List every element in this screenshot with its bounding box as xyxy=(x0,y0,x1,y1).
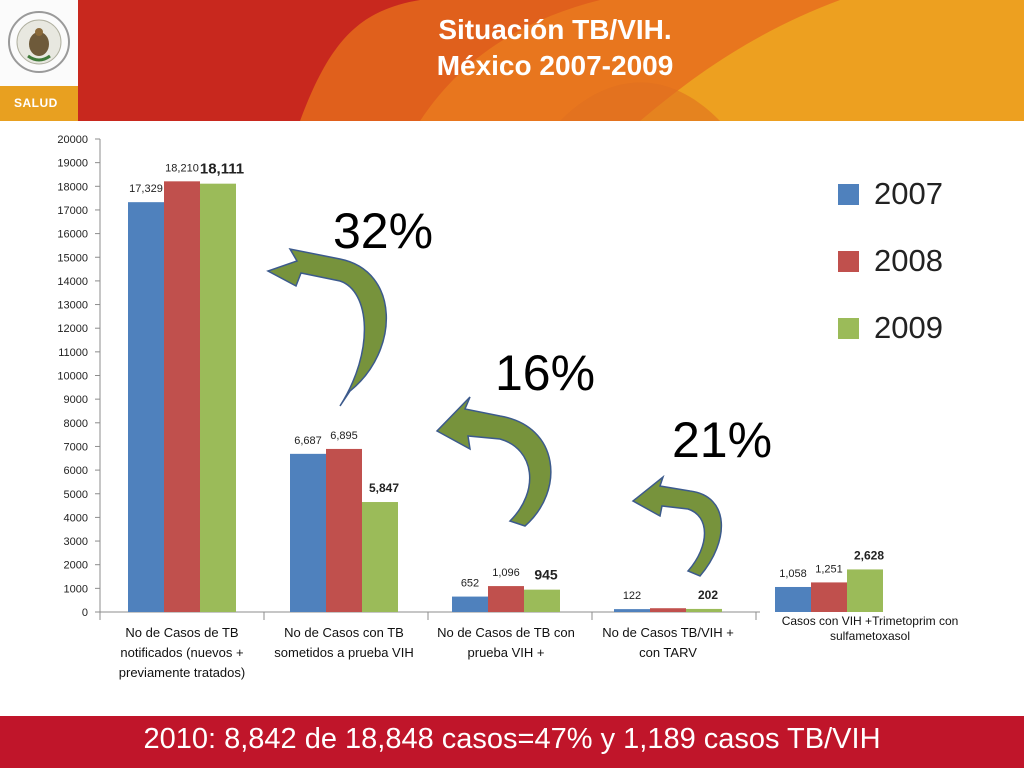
y-tick-label: 3000 xyxy=(64,536,88,548)
y-tick-label: 14000 xyxy=(57,276,88,288)
percentage-annotation: 21% xyxy=(672,412,772,468)
data-label: 202 xyxy=(698,588,718,602)
bar-2007-3 xyxy=(614,609,650,612)
data-label: 6,895 xyxy=(330,430,358,442)
y-tick-label: 20000 xyxy=(57,134,88,146)
y-tick-label: 7000 xyxy=(64,441,88,453)
y-tick-label: 18000 xyxy=(57,181,88,193)
y-tick-label: 8000 xyxy=(64,418,88,430)
y-tick-label: 17000 xyxy=(57,205,88,217)
y-tick-label: 6000 xyxy=(64,465,88,477)
data-label: 652 xyxy=(461,578,479,590)
curved-arrow-icon xyxy=(631,474,722,577)
data-label: 5,847 xyxy=(369,481,399,495)
chart-annotations: 32% 16% 21% xyxy=(333,203,772,468)
category-label: sometidos a prueba VIH xyxy=(274,645,413,660)
title-line-2: México 2007-2009 xyxy=(436,50,674,81)
bar-2008-2 xyxy=(488,586,524,612)
bar-2008-0 xyxy=(164,181,200,612)
y-tick-label: 2000 xyxy=(64,560,88,572)
y-tick-label: 1000 xyxy=(64,583,88,595)
data-label: 18,210 xyxy=(165,162,199,174)
brand-label: SALUD xyxy=(0,86,78,121)
footer-banner: 2010: 8,842 de 18,848 casos=47% y 1,189 … xyxy=(0,716,1024,768)
data-label: 6,687 xyxy=(294,435,322,447)
data-label: 945 xyxy=(534,567,558,583)
category-label: previamente tratados) xyxy=(119,665,245,680)
y-tick-label: 19000 xyxy=(57,158,88,170)
curved-arrow-icon xyxy=(435,396,552,527)
legend-label: 2009 xyxy=(874,310,943,345)
y-tick-label: 16000 xyxy=(57,229,88,241)
bar-2007-4 xyxy=(775,586,811,612)
page-title: Situación TB/VIH. México 2007-2009 xyxy=(300,12,810,84)
bar-2008-3 xyxy=(650,608,686,612)
y-tick-label: 0 xyxy=(82,607,88,619)
y-tick-label: 12000 xyxy=(57,323,88,335)
legend-swatch-2009 xyxy=(838,318,859,339)
y-tick-label: 15000 xyxy=(57,252,88,264)
category-label: No de Casos con TB xyxy=(284,625,404,640)
seal-icon xyxy=(8,11,70,73)
category-label: con TARV xyxy=(639,645,697,660)
data-label: 2,628 xyxy=(854,548,884,562)
y-tick-label: 5000 xyxy=(64,489,88,501)
data-label: 122 xyxy=(623,590,641,602)
bar-2009-4 xyxy=(847,569,883,612)
legend-swatch-2008 xyxy=(838,251,859,272)
percentage-annotation: 16% xyxy=(495,345,595,401)
percentage-annotation: 32% xyxy=(333,203,433,259)
bar-2009-0 xyxy=(200,183,236,612)
curved-arrow-icon xyxy=(266,247,388,407)
bar-chart: 0 1000 2000 3000 4000 5000 6000 7000 8000 9000 100… xyxy=(57,134,959,680)
data-label: 18,111 xyxy=(200,161,244,178)
bar-2008-4 xyxy=(811,582,847,612)
y-tick-label: 13000 xyxy=(57,300,88,312)
bar-2007-2 xyxy=(452,596,488,612)
category-label: No de Casos de TB con xyxy=(437,625,575,640)
category-label: Casos con VIH +Trimetoprim con xyxy=(782,614,959,628)
legend-label: 2008 xyxy=(874,243,943,278)
chart-arrows xyxy=(266,247,722,577)
category-label: notificados (nuevos + xyxy=(120,645,243,660)
title-line-1: Situación TB/VIH. xyxy=(438,14,672,45)
bar-2008-1 xyxy=(326,448,362,612)
chart-category-labels: No de Casos de TB notificados (nuevos + pr… xyxy=(119,614,959,680)
y-tick-label: 11000 xyxy=(58,347,88,359)
bar-2009-2 xyxy=(524,589,560,612)
data-label: 1,251 xyxy=(815,563,843,575)
category-label: sulfametoxasol xyxy=(830,629,910,643)
y-tick-label: 9000 xyxy=(64,394,88,406)
bar-2009-1 xyxy=(362,502,398,612)
legend-swatch-2007 xyxy=(838,184,859,205)
bar-2007-1 xyxy=(290,453,326,612)
header-background xyxy=(0,0,1024,121)
header-banner: SALUD Situación TB/VIH. México 2007-2009 xyxy=(0,0,1024,121)
legend-label: 2007 xyxy=(874,176,943,211)
y-tick-label: 10000 xyxy=(57,371,88,383)
category-label: prueba VIH + xyxy=(468,645,545,660)
footer-summary: 2010: 8,842 de 18,848 casos=47% y 1,189 … xyxy=(143,723,881,755)
y-tick-label: 4000 xyxy=(64,512,88,524)
chart-bars xyxy=(128,181,883,612)
data-label: 1,058 xyxy=(779,568,807,580)
bar-2009-3 xyxy=(686,608,722,612)
category-label: No de Casos TB/VIH + xyxy=(602,625,734,640)
bar-2007-0 xyxy=(128,202,164,612)
chart-legend: 2007 2008 2009 xyxy=(838,176,943,345)
data-label: 1,096 xyxy=(492,567,520,579)
category-label: No de Casos de TB xyxy=(125,625,238,640)
data-label: 17,329 xyxy=(129,183,163,195)
